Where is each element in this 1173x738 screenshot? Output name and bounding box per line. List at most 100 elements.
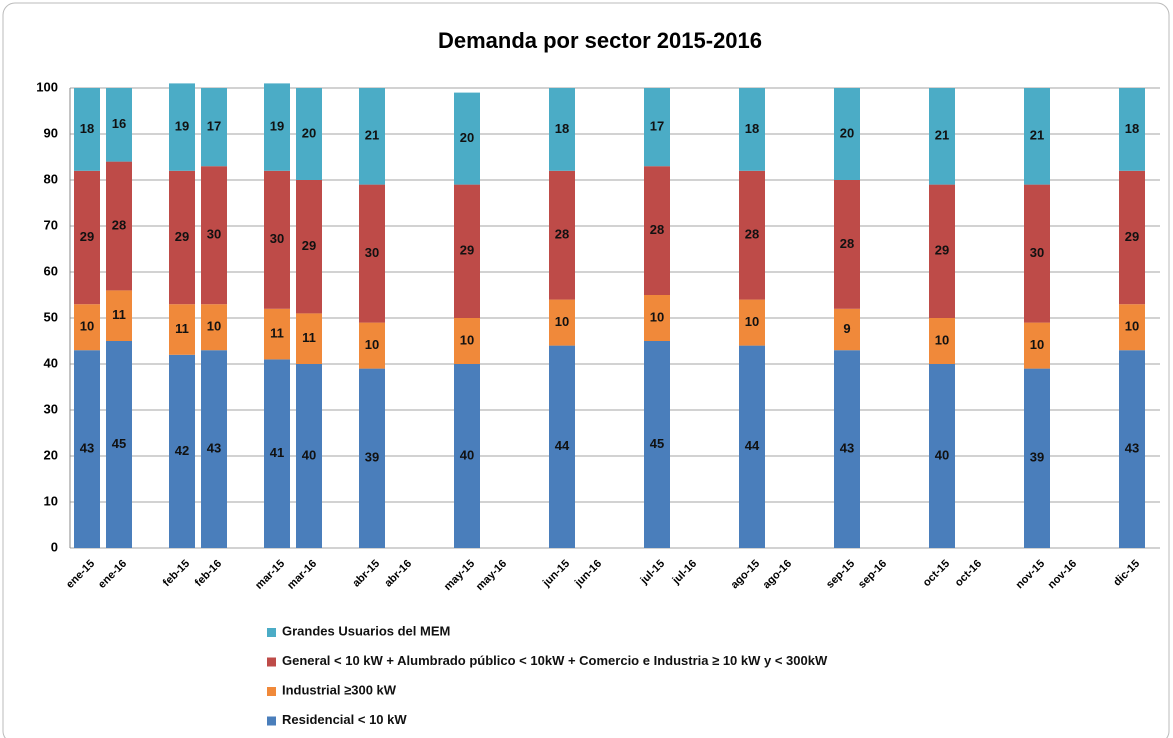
data-label: 10	[745, 314, 759, 329]
legend-label: General < 10 kW + Alumbrado público < 10…	[282, 653, 828, 668]
data-label: 29	[1125, 229, 1139, 244]
data-label: 17	[207, 119, 221, 134]
bar-segment	[929, 184, 955, 318]
data-label: 42	[175, 443, 189, 458]
bar-segment	[1024, 88, 1050, 185]
data-label: 16	[112, 116, 126, 131]
y-tick-label: 10	[44, 493, 58, 508]
bar-segment	[644, 88, 670, 167]
bar-segment	[454, 184, 480, 318]
data-label: 17	[650, 119, 664, 134]
bar-segment	[359, 322, 385, 369]
bar-segment	[169, 170, 195, 305]
data-label: 11	[112, 307, 126, 322]
data-label: 21	[1030, 128, 1044, 143]
bar-segment	[739, 88, 765, 171]
bar-segment	[359, 368, 385, 548]
y-tick-label: 30	[44, 401, 58, 416]
y-tick-label: 0	[51, 539, 58, 554]
y-tick-label: 50	[44, 309, 58, 324]
bar-segment	[549, 299, 575, 346]
y-tick-label: 100	[36, 79, 58, 94]
data-label: 41	[270, 445, 284, 460]
bar-segment	[169, 354, 195, 548]
data-label: 30	[207, 227, 221, 242]
bar-segment	[74, 170, 100, 305]
bar-segment	[644, 295, 670, 341]
data-label: 19	[270, 119, 284, 134]
data-label: 39	[365, 450, 379, 465]
bar-segment	[359, 88, 385, 185]
bar-segment	[1024, 368, 1050, 548]
data-label: 44	[555, 438, 570, 453]
data-label: 18	[745, 121, 759, 136]
bar-segment	[296, 364, 322, 548]
bar-segment	[644, 166, 670, 295]
bar-segment	[201, 304, 227, 351]
bar-segment	[201, 166, 227, 305]
data-label: 20	[840, 125, 854, 140]
data-label: 10	[935, 332, 949, 347]
data-label: 10	[80, 319, 94, 334]
data-label: 18	[1125, 121, 1139, 136]
bar-segment	[454, 364, 480, 548]
data-label: 43	[1125, 441, 1139, 456]
bar-segment	[1024, 322, 1050, 369]
data-label: 29	[302, 238, 316, 253]
bar-segment	[74, 304, 100, 351]
bar-segment	[454, 92, 480, 185]
data-label: 28	[745, 227, 759, 242]
bar-segment	[74, 350, 100, 548]
data-label: 43	[840, 441, 854, 456]
bar-segment	[929, 88, 955, 185]
y-tick-label: 70	[44, 217, 58, 232]
legend-swatch	[267, 628, 276, 637]
bar-segment	[1119, 350, 1145, 548]
data-label: 19	[175, 119, 189, 134]
legend-label: Industrial ≥300 kW	[282, 682, 397, 697]
bar-segment	[201, 350, 227, 548]
bar-segment	[296, 88, 322, 180]
bar-segment	[264, 170, 290, 309]
bar-segment	[834, 350, 860, 548]
bar-segment	[739, 170, 765, 300]
bar-segment	[359, 184, 385, 323]
bar-segment	[834, 88, 860, 180]
legend-label: Grandes Usuarios del MEM	[282, 623, 450, 638]
data-label: 10	[555, 314, 569, 329]
bar-segment	[106, 341, 132, 548]
data-label: 10	[207, 319, 221, 334]
data-label: 11	[302, 330, 316, 345]
bar-segment	[1119, 304, 1145, 351]
chart-title: Demanda por sector 2015-2016	[438, 28, 762, 53]
bar-segment	[929, 318, 955, 364]
data-label: 18	[80, 121, 94, 136]
data-label: 20	[302, 125, 316, 140]
legend-swatch	[267, 657, 276, 667]
bar-segment	[264, 359, 290, 548]
y-tick-label: 90	[44, 125, 58, 140]
bar-segment	[169, 83, 195, 171]
bar-segment	[644, 341, 670, 548]
data-label: 45	[112, 436, 126, 451]
y-tick-label: 20	[44, 447, 58, 462]
data-label: 29	[935, 243, 949, 258]
bar-segment	[106, 161, 132, 291]
data-label: 11	[175, 321, 189, 336]
data-label: 40	[935, 447, 949, 462]
bar-segment	[739, 345, 765, 548]
data-label: 28	[555, 227, 569, 242]
data-label: 43	[80, 441, 94, 456]
y-tick-label: 60	[44, 263, 58, 278]
bar-segment	[1024, 184, 1050, 323]
bar-segment	[549, 345, 575, 548]
data-label: 10	[460, 332, 474, 347]
data-label: 10	[1030, 337, 1044, 352]
data-label: 45	[650, 436, 664, 451]
bar-segment	[106, 290, 132, 341]
bar-segment	[549, 88, 575, 171]
y-tick-label: 80	[44, 171, 58, 186]
data-label: 29	[460, 243, 474, 258]
bar-segment	[264, 308, 290, 360]
